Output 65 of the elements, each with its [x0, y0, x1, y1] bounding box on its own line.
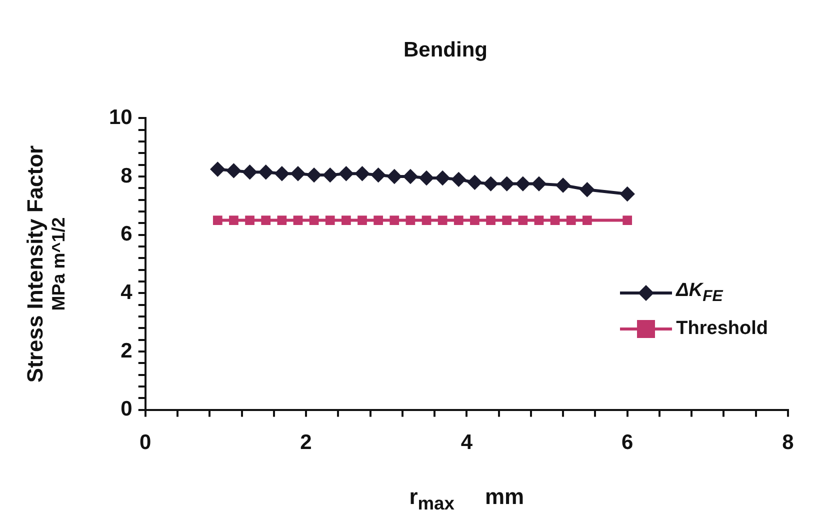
point [245, 216, 254, 225]
y-tick-label: 10 [109, 106, 132, 129]
y-axis-title: Stress Intensity Factor MPa m^1/2 [22, 145, 70, 383]
point [342, 216, 351, 225]
point [387, 170, 402, 184]
y-tick-label: 8 [120, 164, 133, 188]
point [484, 176, 498, 191]
text: r$_{max}$ mm [409, 484, 524, 514]
point [518, 216, 528, 225]
point [452, 172, 466, 186]
point [620, 187, 634, 202]
point [534, 216, 544, 225]
point [403, 170, 418, 184]
legend-label: ΔK$_{FE}$ [676, 280, 723, 306]
x-tick-label: 2 [300, 431, 312, 454]
y-tick-label: 6 [120, 222, 132, 246]
y-tick-label: 4 [120, 280, 133, 304]
point [293, 216, 303, 225]
point [532, 176, 546, 191]
point [325, 216, 335, 225]
point [212, 216, 222, 225]
point [436, 170, 450, 185]
y-tick-label: 0 [120, 398, 132, 421]
point [468, 175, 482, 190]
point [556, 178, 570, 192]
point [371, 168, 386, 182]
point [261, 216, 271, 225]
point [242, 165, 257, 180]
point [622, 216, 632, 225]
point [277, 216, 287, 225]
y-tick-label: 2 [120, 339, 132, 362]
chart-title: Bending [404, 38, 488, 62]
point [355, 166, 370, 181]
x-tick-label: 4 [460, 431, 473, 454]
point [307, 168, 322, 182]
point [229, 216, 238, 225]
point [438, 216, 448, 225]
point [274, 166, 289, 181]
point [258, 165, 273, 180]
point [339, 166, 354, 181]
point [210, 162, 225, 176]
point [516, 176, 530, 191]
point [580, 182, 594, 197]
point [226, 164, 241, 178]
point [582, 216, 592, 225]
point [290, 166, 305, 181]
x-tick-label: 0 [140, 431, 152, 454]
point [500, 176, 514, 191]
x-tick-label: 8 [782, 431, 794, 454]
point [390, 216, 400, 225]
point [454, 216, 464, 225]
point [502, 216, 512, 225]
point [420, 170, 434, 185]
legend-label: Threshold [676, 318, 768, 340]
point [422, 216, 432, 225]
x-tick-label: 6 [621, 431, 634, 454]
point [323, 168, 338, 182]
point [566, 216, 576, 225]
point [358, 216, 367, 225]
point [550, 216, 560, 225]
point [309, 216, 319, 225]
point [374, 216, 383, 225]
point [486, 216, 496, 225]
point [470, 216, 480, 225]
point [406, 216, 416, 225]
